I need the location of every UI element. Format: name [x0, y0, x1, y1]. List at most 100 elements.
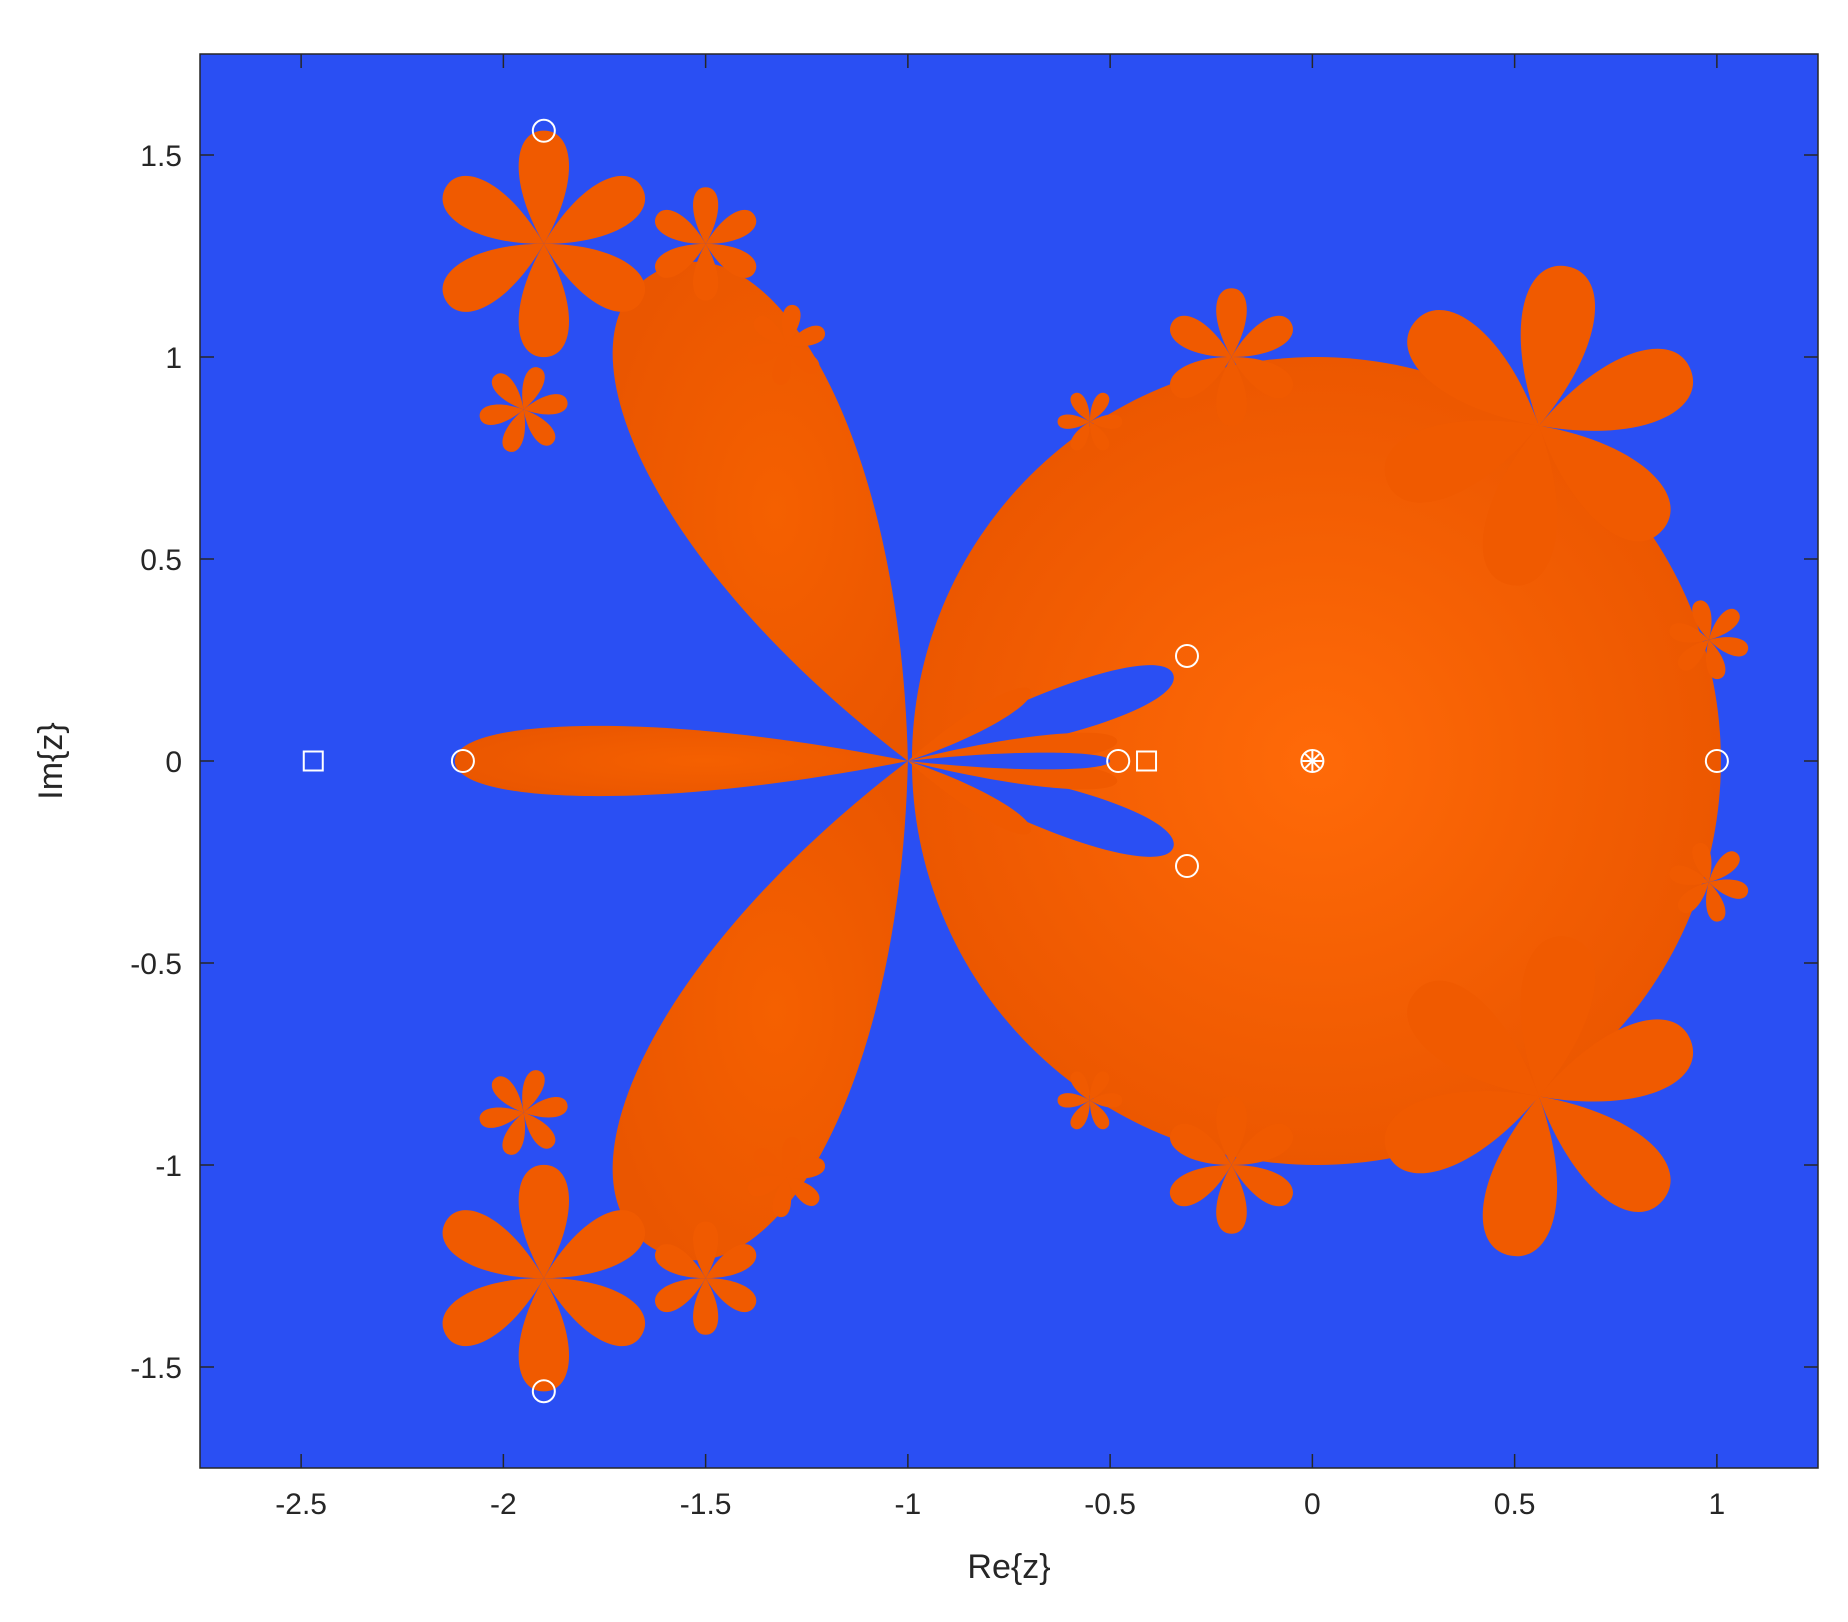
flower-petal: [1677, 639, 1709, 671]
flower-petal: [1089, 1100, 1110, 1130]
flower-medium: [1169, 1096, 1293, 1234]
flower-petal: [705, 1278, 757, 1313]
flower-petal: [1482, 425, 1558, 586]
x-tick-label: -1.5: [680, 1488, 732, 1521]
flower-petal: [1669, 865, 1709, 885]
main-petals: [454, 261, 908, 1261]
flower-petal: [522, 1070, 545, 1113]
flower-petal: [1057, 414, 1090, 429]
flower-large-lower: [1384, 936, 1694, 1257]
flower-small: [1669, 842, 1749, 922]
flower-petal: [1216, 1165, 1247, 1234]
x-tick-label: -2.5: [275, 1488, 327, 1521]
flower-petal: [693, 1278, 719, 1335]
circle-marker: [1174, 854, 1199, 879]
flower-petal: [1520, 265, 1596, 426]
flower-petal: [1070, 392, 1090, 422]
x-tick-labels: -2.5 -2 -1.5 -1 -0.5 0 0.5 1: [275, 1488, 1725, 1521]
flower-small: [747, 1137, 826, 1218]
flower-petal: [479, 404, 524, 425]
flower-medium: [1169, 288, 1293, 426]
fan-petal: [907, 687, 1032, 761]
inner-lobe-lower: [907, 761, 1174, 857]
y-tick-labels: 1.5 1 0.5 0 -0.5 -1 -1.5: [130, 140, 182, 1385]
inner-lobe-upper: [907, 665, 1174, 761]
flower-small: [654, 187, 757, 301]
x-tick-label: -2: [490, 1488, 517, 1521]
flower-small: [747, 304, 826, 385]
flower-petal: [1169, 1164, 1232, 1207]
flower-petal: [1169, 315, 1232, 358]
flower-petal: [1089, 1071, 1110, 1101]
flower-petal: [1677, 882, 1709, 914]
y-tick-label: 0.5: [140, 544, 182, 577]
flower-petal: [1384, 420, 1539, 503]
flower-petal: [502, 1112, 526, 1155]
flower-petal: [781, 1137, 801, 1178]
flower-petal: [1070, 421, 1090, 451]
flower-petal: [442, 1278, 544, 1347]
flower-petal: [1070, 1100, 1090, 1130]
y-tick-label: 1: [165, 342, 182, 375]
inner-gap: [907, 752, 1111, 770]
petal-upper-left: [612, 261, 908, 761]
flower-petal: [1538, 1096, 1671, 1212]
flower-petal: [522, 367, 545, 410]
flower-small: [654, 1221, 757, 1335]
flower-petal: [693, 1221, 719, 1279]
flower-small: [1669, 600, 1749, 680]
flower-petal: [518, 1278, 570, 1392]
y-tick-label: 1.5: [140, 140, 182, 173]
marker-layer: [302, 118, 1729, 1404]
flower-petal: [1057, 1093, 1090, 1108]
flower-petal: [1216, 288, 1247, 357]
asterisk-marker: [1302, 751, 1323, 771]
x-tick-label: -1: [895, 1488, 922, 1521]
flower-petal: [1708, 879, 1749, 899]
flower-petal: [1706, 882, 1726, 922]
flower-petal: [1169, 1123, 1232, 1166]
flower-petal: [1407, 310, 1539, 426]
y-tick-label: -1.5: [130, 1352, 182, 1385]
flower-petal: [1669, 623, 1709, 643]
x-tick-label: -0.5: [1084, 1488, 1136, 1521]
flower-petal: [1706, 639, 1726, 680]
flower-petal: [705, 1244, 757, 1279]
axis-ticks: [200, 54, 1818, 1468]
flower-petal: [479, 1107, 524, 1128]
flower-petal: [654, 1244, 706, 1279]
flower-small: [1057, 1071, 1123, 1130]
fan-petal: [907, 761, 1032, 835]
flower-petal: [1407, 980, 1539, 1097]
flower-top-left: [442, 130, 646, 358]
flower-petal: [1169, 356, 1232, 399]
flower-petal: [442, 175, 544, 244]
circle-marker: [1300, 749, 1325, 773]
flower-petal: [543, 1278, 646, 1347]
flower-petal: [1692, 600, 1712, 640]
flower-petal: [523, 1097, 568, 1118]
flower-petal: [543, 1210, 646, 1279]
flower-petal: [1538, 1019, 1694, 1102]
flower-petal: [693, 187, 719, 244]
flower-small: [479, 1070, 568, 1155]
flower-petal: [1089, 1093, 1123, 1108]
flower-petal: [518, 1164, 570, 1279]
circle-marker: [1174, 643, 1199, 668]
flower-petal: [1708, 608, 1740, 640]
circle-marker: [531, 1379, 556, 1404]
flower-petal: [1216, 1096, 1247, 1165]
flower-petal: [1692, 842, 1712, 883]
flower-petal: [1231, 1164, 1293, 1207]
flower-bottom-left: [442, 1164, 646, 1392]
circle-marker: [1704, 749, 1729, 773]
flower-petal: [705, 209, 757, 244]
flower-petal: [753, 315, 787, 345]
flower-petal: [523, 409, 556, 446]
x-tick-label: 0: [1304, 1488, 1321, 1521]
flower-petal: [786, 1177, 820, 1207]
circle-marker: [1106, 749, 1131, 773]
flower-small: [1057, 392, 1123, 451]
flower-petal: [753, 1148, 787, 1178]
